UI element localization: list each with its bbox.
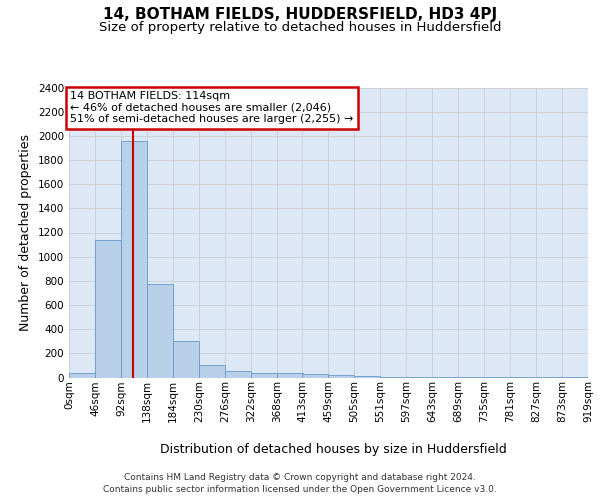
- Bar: [328, 375, 354, 378]
- Bar: [277, 374, 303, 378]
- Bar: [173, 341, 199, 378]
- Bar: [69, 374, 95, 378]
- Text: Distribution of detached houses by size in Huddersfield: Distribution of detached houses by size …: [160, 442, 506, 456]
- Bar: [199, 365, 225, 378]
- Bar: [251, 372, 277, 378]
- Text: 14, BOTHAM FIELDS, HUDDERSFIELD, HD3 4PJ: 14, BOTHAM FIELDS, HUDDERSFIELD, HD3 4PJ: [103, 8, 497, 22]
- Text: 14 BOTHAM FIELDS: 114sqm
← 46% of detached houses are smaller (2,046)
51% of sem: 14 BOTHAM FIELDS: 114sqm ← 46% of detach…: [70, 91, 353, 124]
- Text: Size of property relative to detached houses in Huddersfield: Size of property relative to detached ho…: [99, 21, 501, 34]
- Y-axis label: Number of detached properties: Number of detached properties: [19, 134, 32, 331]
- Bar: [380, 377, 406, 378]
- Bar: [354, 376, 380, 378]
- Text: Contains HM Land Registry data © Crown copyright and database right 2024.: Contains HM Land Registry data © Crown c…: [124, 472, 476, 482]
- Bar: [95, 240, 121, 378]
- Bar: [121, 140, 147, 378]
- Bar: [225, 372, 251, 378]
- Text: Contains public sector information licensed under the Open Government Licence v3: Contains public sector information licen…: [103, 485, 497, 494]
- Bar: [147, 284, 173, 378]
- Bar: [302, 374, 328, 378]
